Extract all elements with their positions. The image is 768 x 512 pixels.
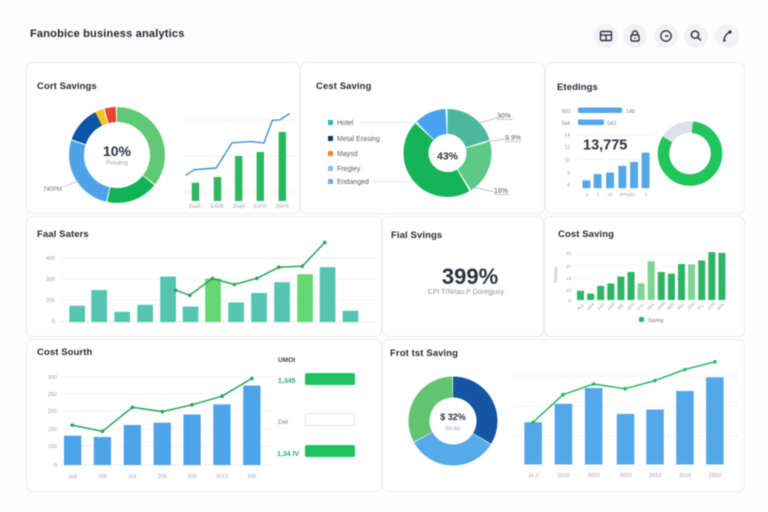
svg-text:205: 205 <box>98 474 107 480</box>
svg-text:2010: 2010 <box>679 473 691 479</box>
svg-text:100: 100 <box>48 444 57 450</box>
svg-text:200: 200 <box>188 474 197 480</box>
svg-text:2: 2 <box>597 192 600 197</box>
svg-text:200: 200 <box>48 409 57 415</box>
svg-text:2013: 2013 <box>216 474 228 480</box>
svg-text:Posavg: Posavg <box>106 160 128 167</box>
svg-text:Endanged: Endanged <box>337 179 369 186</box>
svg-text:12: 12 <box>564 145 570 151</box>
svg-text:30%: 30% <box>497 113 511 120</box>
svg-text:14: 14 <box>564 133 570 139</box>
svg-text:20a9: 20a9 <box>233 204 245 210</box>
svg-text:J08: J08 <box>616 302 625 311</box>
svg-text:6: 6 <box>567 183 570 189</box>
svg-text:2013: 2013 <box>649 473 661 479</box>
svg-text:543: 543 <box>607 121 616 127</box>
svg-text:J1A5: J1A5 <box>706 300 717 311</box>
svg-text:300: 300 <box>48 375 57 381</box>
svg-text:Ju06: Ju06 <box>606 301 616 311</box>
svg-text:2003: 2003 <box>619 473 631 479</box>
svg-text:1,345: 1,345 <box>278 378 296 385</box>
svg-text:14b: 14b <box>626 109 635 115</box>
svg-text:43%: 43% <box>437 151 459 163</box>
svg-text:Saving: Saving <box>648 318 664 324</box>
svg-text:M05: M05 <box>666 301 676 311</box>
svg-text:8: 8 <box>567 171 570 177</box>
svg-text:Fregley: Fregley <box>337 166 361 173</box>
svg-text:M04: M04 <box>586 301 596 311</box>
svg-text:S1J: S1J <box>696 302 705 311</box>
svg-text:M25: M25 <box>716 301 726 311</box>
svg-text:0: 0 <box>54 463 57 469</box>
svg-text:250: 250 <box>48 392 57 398</box>
svg-text:205: 205 <box>46 298 55 304</box>
svg-text:18%: 18% <box>494 188 508 195</box>
svg-text:13,775: 13,775 <box>583 138 627 154</box>
svg-text:Q0A: Q0A <box>626 302 636 312</box>
svg-text:t0hJkp: t0hJkp <box>446 426 461 432</box>
svg-text:Ju3: Ju3 <box>68 474 77 480</box>
svg-text:4: 4 <box>645 192 648 197</box>
svg-text:300: 300 <box>46 277 55 283</box>
svg-text:1,34 IV: 1,34 IV <box>277 451 300 458</box>
svg-text:25: 25 <box>566 251 572 256</box>
svg-text:Metal Erasing: Metal Erasing <box>337 136 380 143</box>
svg-text:Maysd: Maysd <box>337 151 358 158</box>
svg-text:Ju1: Ju1 <box>128 474 137 480</box>
svg-text:150: 150 <box>48 427 57 433</box>
svg-text:400: 400 <box>46 256 55 262</box>
svg-text:205: 205 <box>158 474 167 480</box>
svg-text:2020: 2020 <box>588 473 600 479</box>
svg-text:10%: 10% <box>103 143 132 159</box>
svg-text:Savings: Savings <box>553 266 558 283</box>
svg-text:5: 5 <box>52 319 55 325</box>
svg-text:Ch1: Ch1 <box>636 302 645 311</box>
svg-text:1: 1 <box>586 192 589 197</box>
svg-text:Det: Det <box>278 419 288 426</box>
svg-text:20e'9: 20e'9 <box>275 204 288 210</box>
svg-text:E/6/9: E/6/9 <box>211 204 224 210</box>
svg-text:10: 10 <box>564 158 570 164</box>
svg-text:2503: 2503 <box>709 473 721 479</box>
svg-text:J2A0: J2A0 <box>686 300 697 311</box>
svg-text:Ta4: Ta4 <box>561 121 570 127</box>
svg-text:Au1: Au1 <box>576 302 585 311</box>
svg-text:$ 32%: $ 32% <box>440 412 466 422</box>
svg-text:Ju 3: Ju 3 <box>528 473 538 479</box>
svg-text:E9?/I: E9?/I <box>254 204 267 210</box>
svg-text:205: 205 <box>247 474 256 480</box>
svg-text:5: 5 <box>568 298 571 303</box>
svg-text:9.9%: 9.9% <box>505 135 521 142</box>
svg-text:Hotel: Hotel <box>337 120 354 127</box>
svg-text:Ju02: Ju02 <box>596 301 606 311</box>
svg-text:UMOt: UMOt <box>278 357 296 364</box>
svg-text:J0AN: J0AN <box>656 300 667 311</box>
svg-text:10: 10 <box>607 192 613 197</box>
svg-text:W01: W01 <box>676 301 686 311</box>
svg-text:2010: 2010 <box>557 473 569 479</box>
svg-text:740PM: 740PM <box>43 187 62 193</box>
svg-text:501: 501 <box>562 109 571 115</box>
svg-text:S0A: S0A <box>646 302 655 311</box>
svg-text:10: 10 <box>566 288 572 293</box>
svg-text:Da/8: Da/8 <box>189 204 201 210</box>
svg-text:15: 15 <box>566 276 572 281</box>
svg-text:20: 20 <box>566 264 572 269</box>
svg-text:2Phg34: 2Phg34 <box>619 192 635 197</box>
